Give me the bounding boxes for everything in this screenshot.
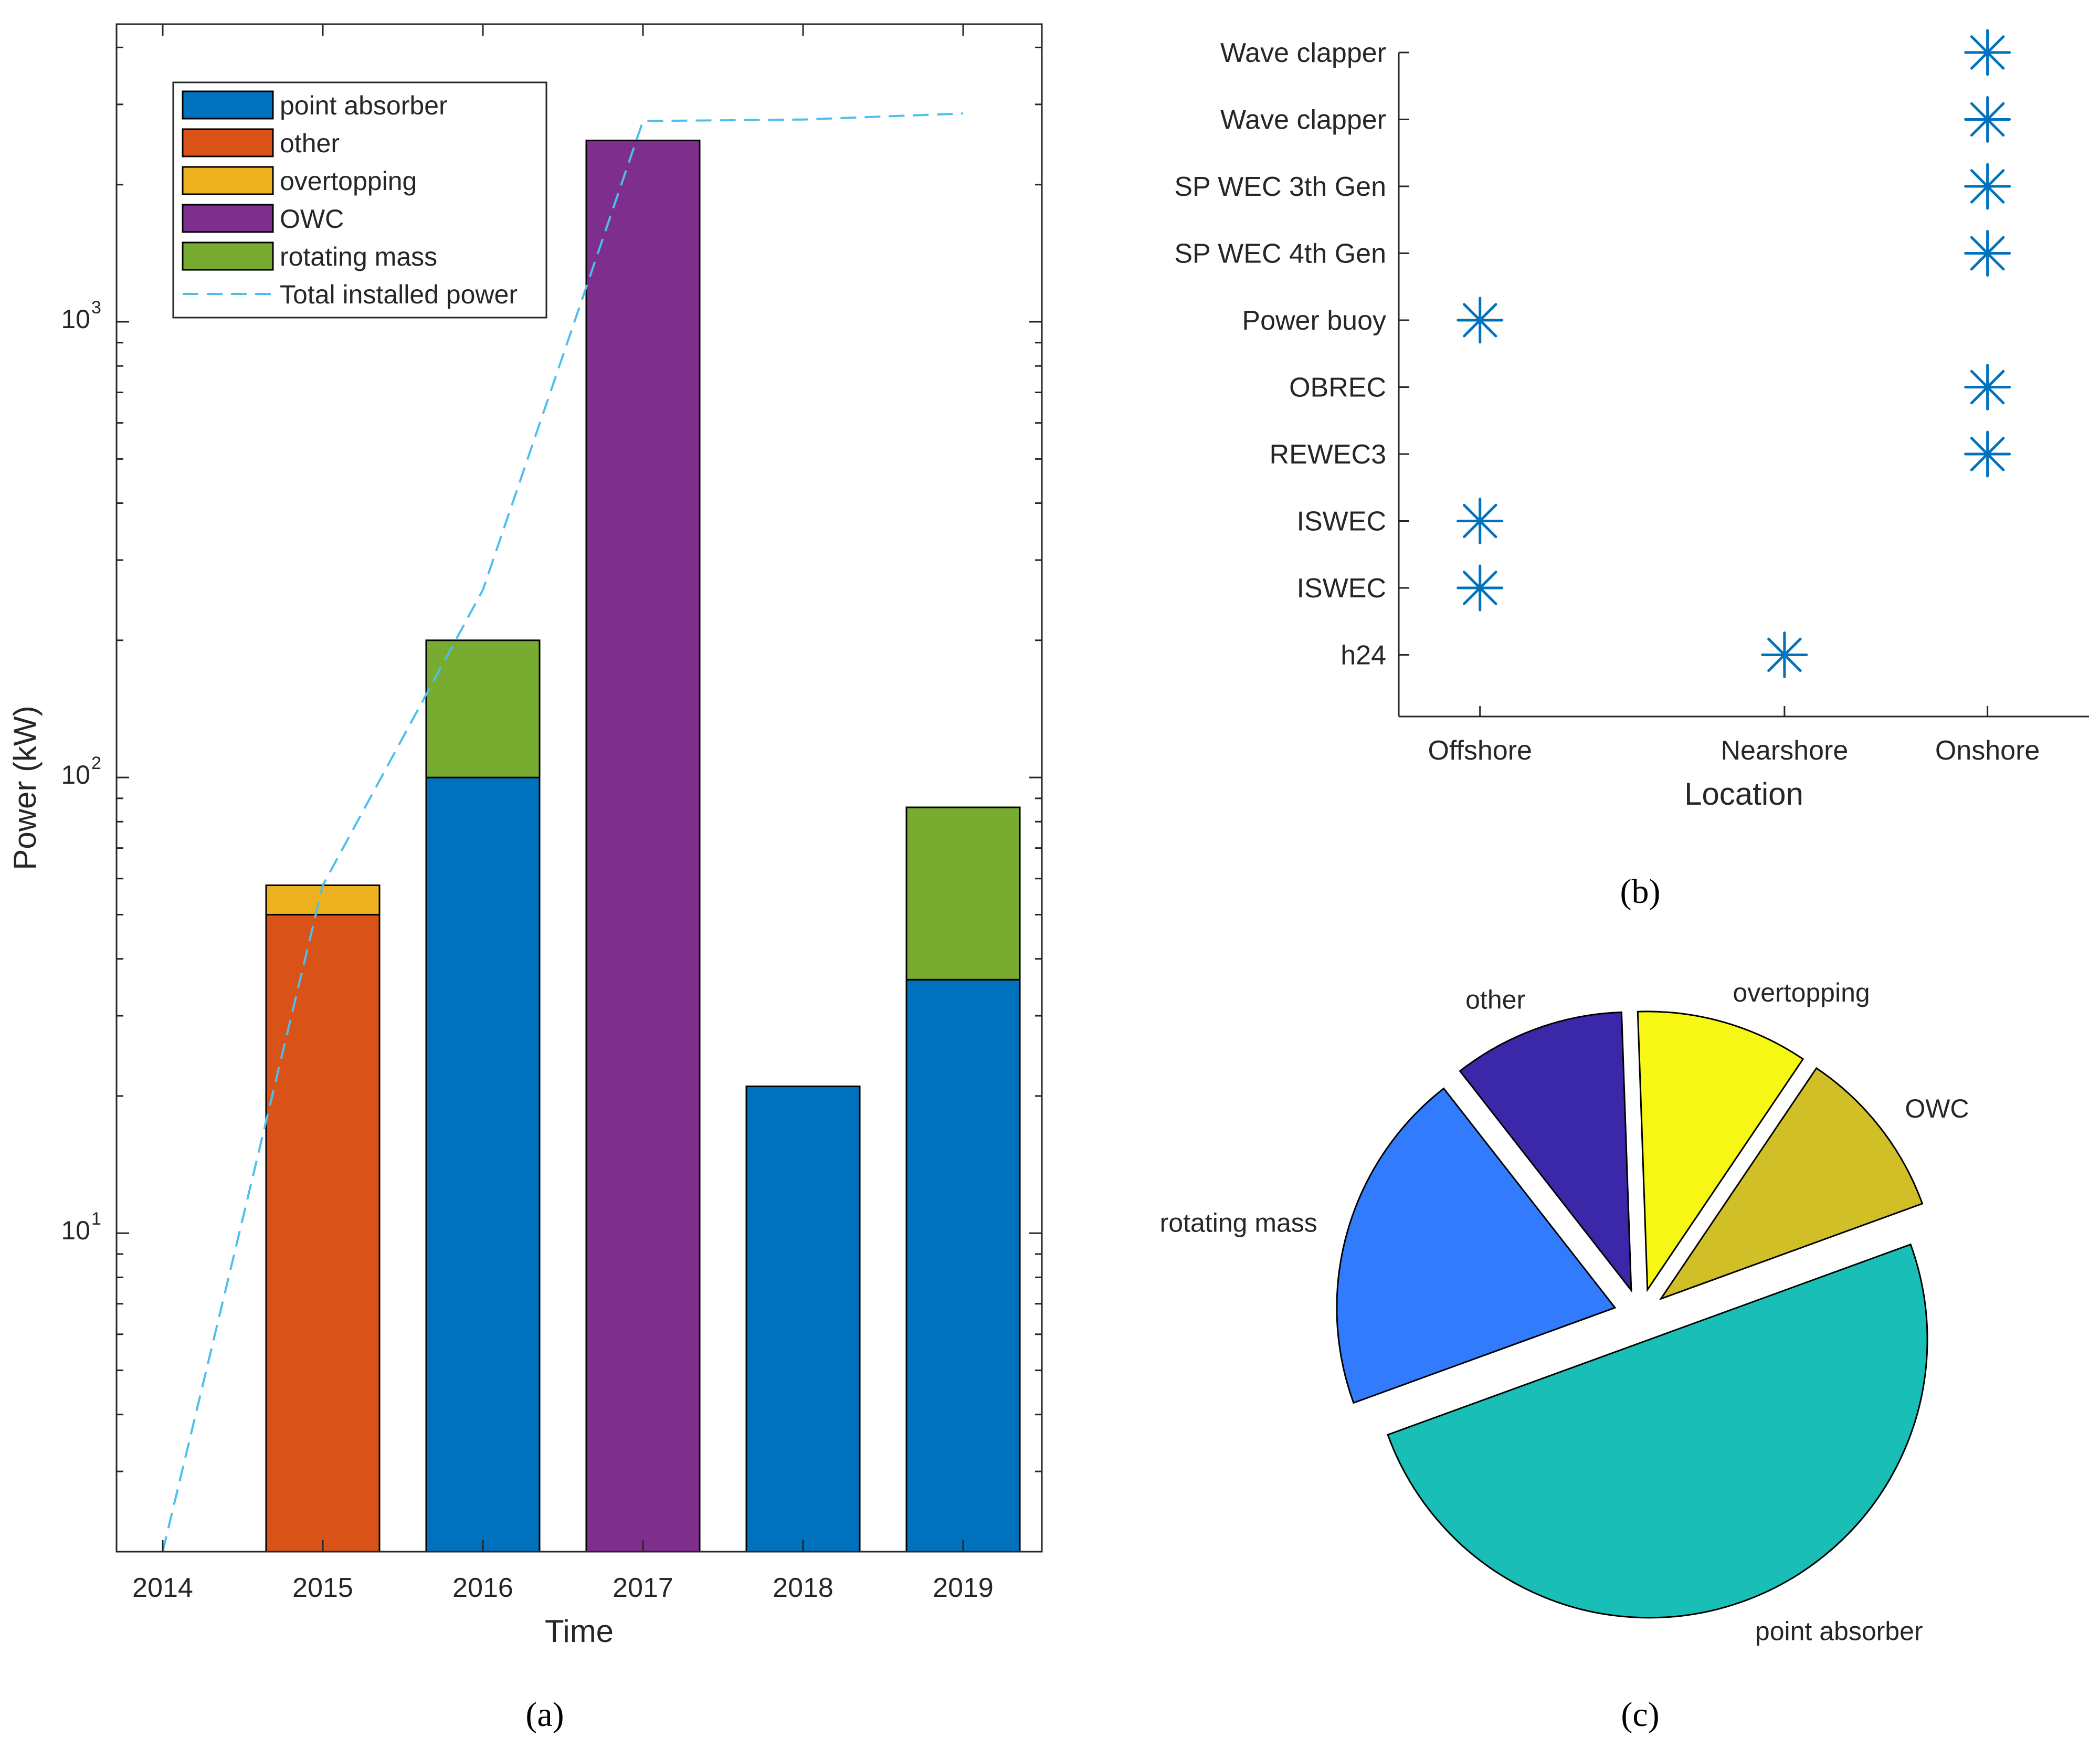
scatter-point-wave-clapper bbox=[1964, 96, 2011, 143]
legend-label: other bbox=[280, 129, 340, 158]
pie-slice-overtopping bbox=[1637, 1010, 1804, 1292]
y-tick-label-base: 10 bbox=[61, 1216, 90, 1245]
marker-stroke bbox=[1970, 35, 2005, 70]
bar-2015-overtopping bbox=[265, 884, 381, 915]
scatter-point-h24 bbox=[1761, 631, 1808, 678]
y-tick-label-base: 10 bbox=[61, 760, 90, 789]
legend-swatch bbox=[182, 241, 274, 271]
y-tick-label: ISWEC bbox=[1297, 507, 1386, 537]
pie-label: point absorber bbox=[1755, 1616, 1923, 1646]
panel-b-scatter-chart: Wave clapper Wave clapper SP WEC 3th Gen SP… bbox=[1174, 29, 2089, 911]
x-tick-label: 2014 bbox=[132, 1573, 193, 1603]
y-tick-label: ISWEC bbox=[1297, 573, 1386, 604]
pie-slice-OWC bbox=[1659, 1067, 1924, 1301]
x-tick-label: 2016 bbox=[452, 1573, 513, 1603]
scatter-point-power-buoy bbox=[1457, 297, 1504, 344]
x-tick-label: Offshore bbox=[1428, 735, 1532, 766]
legend-swatch bbox=[182, 90, 274, 120]
caption-b: (b) bbox=[1620, 872, 1661, 911]
pie-label: rotating mass bbox=[1160, 1208, 1317, 1238]
scatter-point-sp-wec-3th-gen bbox=[1964, 163, 2011, 210]
scatter-point-iswec bbox=[1457, 564, 1504, 612]
pie-slice-other bbox=[1459, 1011, 1632, 1293]
marker-stroke bbox=[1462, 503, 1497, 539]
y-tick-label-base: 10 bbox=[61, 304, 90, 334]
legend-label: Total installed power bbox=[280, 280, 518, 309]
legend-label: OWC bbox=[280, 204, 344, 234]
marker-stroke bbox=[1970, 236, 2005, 271]
scatter-point-rewec3 bbox=[1964, 430, 2011, 478]
legend-swatch bbox=[182, 166, 274, 195]
legend-swatch bbox=[182, 128, 274, 157]
total-installed-power-line bbox=[162, 112, 964, 1552]
marker-stroke bbox=[1970, 437, 2005, 471]
axes-box bbox=[115, 23, 1043, 1553]
caption-c: (c) bbox=[1621, 1696, 1659, 1734]
x-axis-label: Time bbox=[545, 1614, 614, 1649]
legend-swatch bbox=[182, 204, 274, 233]
bar-2017-OWC bbox=[585, 140, 701, 1553]
y-tick-label: Power buoy bbox=[1242, 306, 1386, 336]
x-tick-label: Nearshore bbox=[1721, 735, 1848, 766]
bar-2018-point-absorber bbox=[745, 1086, 861, 1553]
y-axis-label: Power (kW) bbox=[7, 705, 43, 870]
y-tick-label: SP WEC 3th Gen bbox=[1174, 172, 1386, 202]
pie-slice-rotating-mass bbox=[1336, 1087, 1617, 1404]
pie-slice-point-absorber bbox=[1387, 1243, 1928, 1619]
y-tick-label: SP WEC 4th Gen bbox=[1174, 239, 1386, 269]
pie-label: other bbox=[1465, 985, 1525, 1015]
marker-stroke bbox=[1970, 102, 2005, 137]
y-tick-label: Wave clapper bbox=[1220, 105, 1386, 135]
caption-a: (a) bbox=[525, 1696, 564, 1734]
scatter-point-obrec bbox=[1964, 364, 2011, 410]
y-tick-label-exponent: 2 bbox=[91, 753, 101, 773]
y-tick-label: REWEC3 bbox=[1270, 439, 1386, 470]
y-tick-label: Wave clapper bbox=[1220, 38, 1386, 68]
x-tick-label: 2017 bbox=[613, 1573, 673, 1603]
legend-label: rotating mass bbox=[280, 242, 437, 271]
scatter-point-wave-clapper bbox=[1964, 29, 2011, 76]
marker-stroke bbox=[1462, 303, 1497, 338]
marker-stroke bbox=[1767, 637, 1802, 672]
x-tick-label: 2018 bbox=[773, 1573, 833, 1603]
scatter-point-iswec bbox=[1457, 498, 1504, 544]
bar-2016-rotating-mass bbox=[425, 639, 541, 778]
legend-label: overtopping bbox=[280, 166, 417, 196]
pie-label: overtopping bbox=[1733, 978, 1870, 1007]
marker-stroke bbox=[1970, 370, 2005, 405]
scatter-point-sp-wec-4th-gen bbox=[1964, 230, 2011, 277]
legend: point absorber other overtopping OWC rotatin… bbox=[172, 81, 547, 319]
bar-2019-rotating-mass bbox=[905, 806, 1021, 981]
marker-stroke bbox=[1462, 571, 1497, 605]
marker-stroke bbox=[1970, 169, 2005, 204]
bar-2016-point-absorber bbox=[425, 776, 541, 1553]
y-tick-label-exponent: 3 bbox=[91, 298, 101, 318]
bar-2015-other bbox=[265, 913, 381, 1553]
legend-label: point absorber bbox=[280, 91, 448, 120]
panel-c-pie-chart: point absorber rotating mass other overtopp… bbox=[1160, 978, 1969, 1734]
x-axis-label: Location bbox=[1684, 776, 1803, 812]
y-tick-label: OBREC bbox=[1289, 373, 1386, 403]
x-tick-label: Onshore bbox=[1935, 735, 2040, 766]
pie-label: OWC bbox=[1905, 1094, 1969, 1123]
x-tick-label: 2019 bbox=[933, 1573, 994, 1603]
y-tick-label: h24 bbox=[1341, 640, 1386, 671]
y-tick-label-exponent: 1 bbox=[91, 1209, 101, 1229]
x-tick-label: 2015 bbox=[292, 1573, 353, 1603]
bar-2019-point-absorber bbox=[905, 978, 1021, 1553]
legend-box bbox=[172, 81, 547, 319]
